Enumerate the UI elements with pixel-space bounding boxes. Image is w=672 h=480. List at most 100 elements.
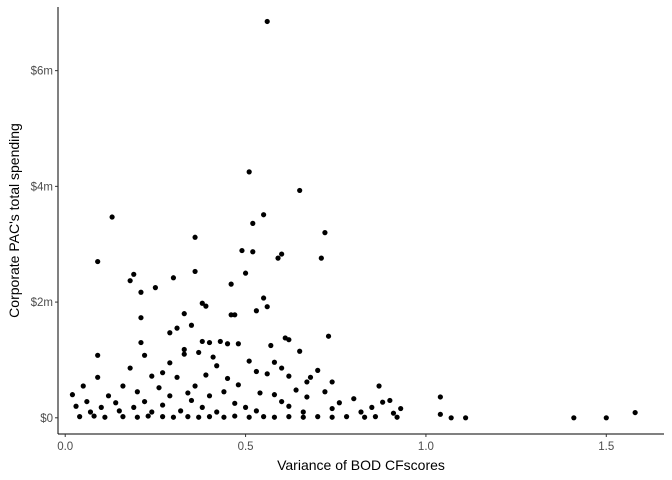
data-point	[448, 415, 454, 421]
data-point	[632, 409, 638, 416]
x-tick-label: 0.5	[238, 441, 254, 453]
data-point	[253, 408, 259, 414]
data-point	[279, 398, 285, 405]
data-point	[261, 212, 267, 218]
data-point	[228, 312, 234, 318]
data-point	[279, 251, 285, 257]
data-point	[109, 214, 115, 220]
data-point	[95, 374, 101, 380]
data-point	[286, 373, 292, 379]
data-point	[246, 358, 252, 364]
data-point	[138, 289, 144, 295]
data-point	[214, 363, 220, 369]
y-axis-ticks: $0 $2m $4m $6m	[31, 66, 58, 425]
x-tick-label: 1.0	[418, 441, 434, 453]
data-point	[77, 414, 83, 420]
data-point	[304, 379, 310, 385]
data-point	[167, 393, 173, 399]
data-point	[224, 341, 231, 347]
data-point	[152, 285, 158, 291]
data-point	[127, 365, 133, 371]
data-point	[398, 405, 404, 412]
data-point	[286, 403, 292, 409]
data-point	[149, 409, 155, 415]
data-point	[246, 169, 252, 175]
data-point	[181, 351, 187, 357]
data-point	[199, 300, 205, 306]
data-point	[87, 409, 94, 415]
data-point	[120, 414, 126, 420]
data-point	[170, 275, 177, 281]
data-point	[206, 414, 213, 420]
data-point	[196, 349, 202, 356]
data-point	[105, 393, 112, 399]
data-point	[300, 409, 306, 415]
data-point	[390, 410, 397, 416]
data-point	[185, 390, 191, 396]
data-point	[369, 404, 375, 410]
data-point	[603, 415, 609, 421]
data-point	[138, 315, 144, 321]
data-point	[304, 394, 310, 400]
data-point	[318, 255, 324, 261]
data-point	[232, 312, 238, 318]
data-point	[463, 415, 469, 421]
data-point	[138, 339, 144, 346]
data-point	[185, 414, 191, 420]
data-point	[134, 414, 140, 420]
data-point	[98, 404, 104, 410]
y-tick-label: $6m	[31, 66, 53, 78]
data-point	[293, 387, 299, 393]
x-tick-label: 0.0	[57, 441, 73, 453]
data-point	[329, 414, 335, 420]
data-point	[271, 414, 278, 420]
data-point	[235, 382, 241, 388]
data-point	[141, 398, 148, 405]
data-point	[235, 341, 241, 347]
data-point	[394, 414, 400, 420]
data-point	[199, 338, 205, 345]
data-point	[297, 348, 303, 354]
data-point	[329, 379, 335, 385]
data-point	[203, 372, 209, 378]
data-point	[571, 415, 577, 421]
data-point	[160, 402, 166, 408]
data-point	[253, 368, 259, 375]
data-point	[84, 398, 90, 405]
data-point	[362, 414, 368, 420]
data-point	[257, 390, 263, 396]
data-point	[286, 337, 292, 343]
data-point	[160, 414, 166, 420]
data-point	[275, 255, 281, 261]
data-point	[134, 389, 140, 395]
data-point	[437, 411, 443, 417]
x-tick-label: 1.5	[598, 441, 614, 453]
data-point	[181, 346, 187, 353]
data-point	[217, 338, 223, 345]
data-point	[221, 389, 227, 395]
data-point	[358, 409, 364, 415]
data-point	[120, 383, 126, 389]
data-point	[167, 360, 173, 366]
data-point	[242, 270, 249, 276]
data-point	[188, 397, 195, 404]
data-point	[214, 409, 220, 415]
data-point	[268, 342, 274, 349]
data-point	[174, 374, 180, 380]
data-point	[127, 278, 133, 284]
data-point	[336, 400, 342, 406]
data-point	[387, 397, 393, 404]
data-point	[437, 394, 443, 400]
data-point	[315, 414, 321, 420]
data-point	[149, 373, 155, 379]
data-point	[271, 392, 278, 398]
data-point	[73, 403, 79, 409]
data-point	[160, 370, 166, 376]
data-point	[307, 374, 314, 380]
data-point	[250, 220, 256, 226]
data-point	[325, 333, 332, 339]
x-axis-title: Variance of BOD CFscores	[277, 457, 445, 473]
data-point	[279, 365, 285, 371]
data-point	[232, 413, 238, 419]
